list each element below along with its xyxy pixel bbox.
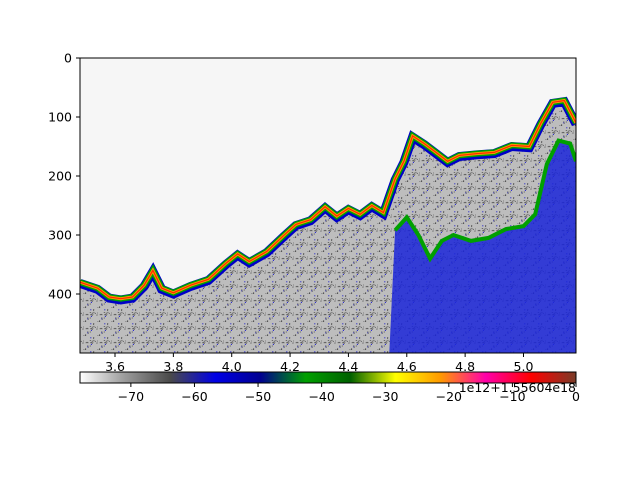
colorbar-tick-label: 0 <box>572 389 580 404</box>
colorbar-axis: −70 −60 −50 −40 −30 −20 −10 0 <box>118 383 580 404</box>
y-tick-label: 0 <box>64 51 72 66</box>
colorbar-tick-label: −40 <box>308 389 334 404</box>
colorbar-gradient <box>79 371 577 384</box>
x-tick-label: 4.2 <box>280 359 300 374</box>
colorbar-tick-label: −10 <box>499 389 525 404</box>
second-echo-line <box>393 138 576 263</box>
colorbar-tick-label: −60 <box>181 389 207 404</box>
colorbar-tick-label: −30 <box>372 389 398 404</box>
y-tick-label: 400 <box>48 287 72 302</box>
colorbar: −70 −60 −50 −40 −30 −20 −10 0 1e12+1.55604e18 <box>79 371 580 404</box>
x-tick-label: 4.8 <box>455 359 475 374</box>
x-axis: 3.6 3.8 4.0 4.2 4.4 4.6 4.8 5.0 <box>105 353 533 374</box>
water-column-noise <box>80 58 576 299</box>
x-tick-label: 5.0 <box>514 359 534 374</box>
x-tick-label: 4.6 <box>397 359 417 374</box>
deep-echo-region <box>389 140 576 353</box>
plot-frame <box>79 57 577 354</box>
y-tick-label: 300 <box>48 228 72 243</box>
x-tick-label: 4.0 <box>222 359 242 374</box>
plot-area <box>79 57 577 354</box>
x-tick-label: 4.4 <box>338 359 358 374</box>
x-offset-text: 1e12+1.55604e18 <box>459 380 576 395</box>
colorbar-tick-label: −50 <box>245 389 271 404</box>
x-tick-label: 3.6 <box>105 359 125 374</box>
x-tick-label: 3.8 <box>163 359 183 374</box>
colorbar-tick-label: −70 <box>118 389 144 404</box>
y-axis: 0 100 200 300 400 <box>48 51 80 302</box>
colorbar-tick-label: −20 <box>436 389 462 404</box>
seabed-red-line <box>80 99 576 300</box>
y-tick-label: 100 <box>48 110 72 125</box>
y-tick-label: 200 <box>48 169 72 184</box>
